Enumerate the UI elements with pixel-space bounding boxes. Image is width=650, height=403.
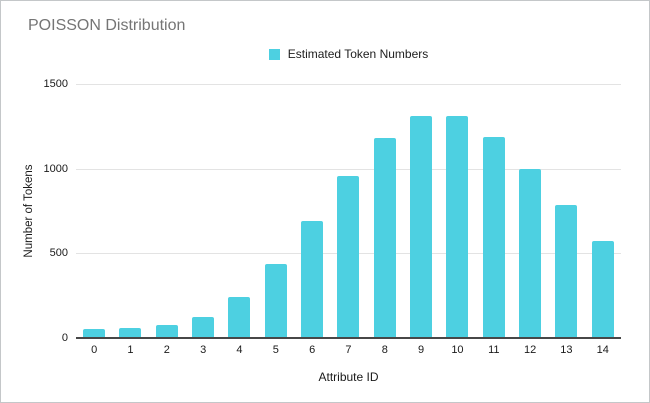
x-tick-label: 10 — [451, 344, 464, 356]
bar-12 — [519, 168, 542, 338]
bar-2 — [155, 325, 178, 338]
bar-13 — [555, 205, 578, 338]
bar-band — [76, 84, 112, 338]
bar-14 — [591, 241, 614, 338]
bar-0 — [83, 328, 106, 338]
x-tick-label: 1 — [127, 344, 134, 356]
plot-area: 0 500 1000 1500 — [44, 78, 621, 344]
x-tick-label: 2 — [163, 344, 170, 356]
x-tick-label: 7 — [345, 344, 352, 356]
bar-band — [221, 84, 257, 338]
bar-band — [476, 84, 512, 338]
bar-band — [548, 84, 584, 338]
chart-title: POISSON Distribution — [28, 17, 186, 34]
bar-band — [258, 84, 294, 338]
x-tick-label: 4 — [236, 344, 243, 356]
bar-band — [403, 84, 439, 338]
y-axis-title: Number of Tokens — [23, 164, 35, 258]
x-tick-label: 6 — [309, 344, 316, 356]
bar-band — [439, 84, 475, 338]
bar-band — [294, 84, 330, 338]
bar-band — [367, 84, 403, 338]
x-tick-label: 9 — [418, 344, 425, 356]
x-tick-label: 14 — [596, 344, 609, 356]
x-tick-label: 11 — [488, 344, 500, 356]
x-tick-label: 12 — [523, 344, 537, 356]
bar-band — [112, 84, 148, 338]
gridline — [76, 84, 621, 85]
y-tick-label: 1000 — [43, 162, 68, 175]
x-tick-label: 13 — [560, 344, 573, 356]
bar-7 — [337, 176, 360, 338]
x-tick-label: 3 — [200, 344, 207, 356]
bar-band — [149, 84, 185, 338]
bar-5 — [264, 264, 287, 338]
bar-band — [512, 84, 548, 338]
legend: Estimated Token Numbers — [76, 47, 621, 61]
x-axis-line — [76, 337, 621, 339]
bar-band — [585, 84, 621, 338]
bars-row — [76, 84, 621, 338]
legend-label: Estimated Token Numbers — [287, 47, 429, 61]
bar-1 — [119, 327, 142, 338]
bar-band — [330, 84, 366, 338]
bar-8 — [373, 138, 396, 338]
x-tick-label: 0 — [91, 344, 98, 356]
bar-6 — [301, 221, 324, 338]
bar-9 — [410, 116, 433, 338]
bar-11 — [482, 136, 505, 338]
bar-4 — [228, 297, 251, 338]
x-tick-row: 0 1 2 3 4 5 6 7 8 9 10 11 12 13 14 — [76, 344, 621, 356]
x-tick-label: 5 — [272, 344, 279, 356]
bar-band — [185, 84, 221, 338]
x-tick-label: 8 — [381, 344, 388, 356]
y-tick-label: 0 — [61, 332, 68, 344]
bar-3 — [192, 316, 215, 338]
gridline — [76, 168, 621, 170]
y-tick-label: 500 — [49, 247, 68, 260]
y-tick-label: 1500 — [43, 78, 68, 90]
bar-10 — [446, 116, 469, 338]
x-axis-title: Attribute ID — [318, 370, 379, 384]
legend-swatch — [268, 48, 280, 60]
